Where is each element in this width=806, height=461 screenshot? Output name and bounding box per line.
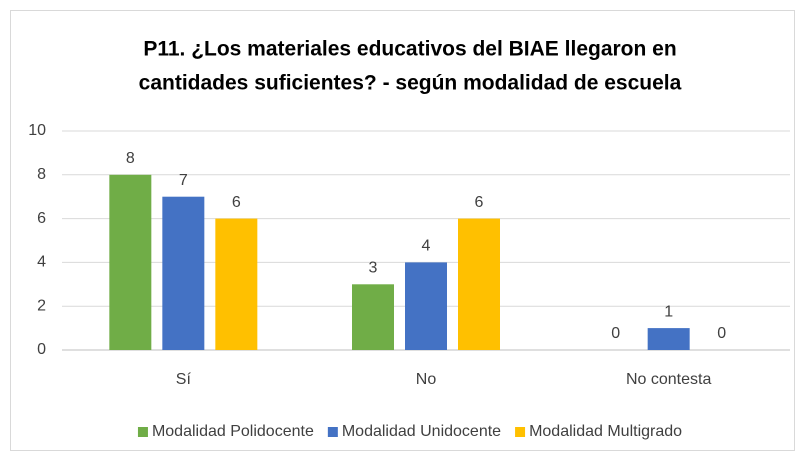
bar — [109, 174, 152, 350]
y-tick-label: 8 — [37, 166, 46, 183]
y-tick-label: 10 — [28, 122, 46, 139]
y-tick-label: 2 — [37, 297, 46, 314]
legend-swatch — [327, 427, 338, 437]
data-label: 0 — [611, 325, 620, 342]
y-tick-label: 6 — [37, 210, 46, 227]
y-tick-label: 4 — [37, 254, 46, 271]
bar — [458, 218, 500, 350]
bar — [405, 262, 447, 350]
chart-title: P11. ¿Los materiales educativos del BIAE… — [143, 38, 676, 61]
data-label: 7 — [179, 172, 188, 189]
bar — [352, 284, 394, 350]
x-tick-label: No — [416, 371, 437, 388]
data-label: 1 — [664, 303, 673, 320]
chart-title: cantidades suficientes? - según modalida… — [139, 72, 682, 95]
data-label: 8 — [126, 150, 135, 167]
legend-label: Modalidad Multigrado — [529, 423, 682, 440]
data-label: 6 — [475, 194, 484, 211]
legend-label: Modalidad Unidocente — [342, 423, 501, 440]
bar — [162, 196, 205, 350]
data-label: 3 — [369, 260, 378, 277]
legend-label: Modalidad Polidocente — [152, 423, 314, 440]
x-tick-label: No contesta — [626, 371, 711, 388]
x-tick-label: Sí — [176, 371, 192, 388]
data-label: 0 — [717, 325, 726, 342]
data-label: 4 — [422, 238, 431, 255]
y-tick-label: 0 — [37, 341, 46, 358]
data-label: 6 — [232, 194, 241, 211]
legend-swatch — [515, 427, 526, 437]
legend-swatch — [137, 427, 148, 437]
bar — [647, 328, 690, 350]
bar — [215, 218, 258, 350]
